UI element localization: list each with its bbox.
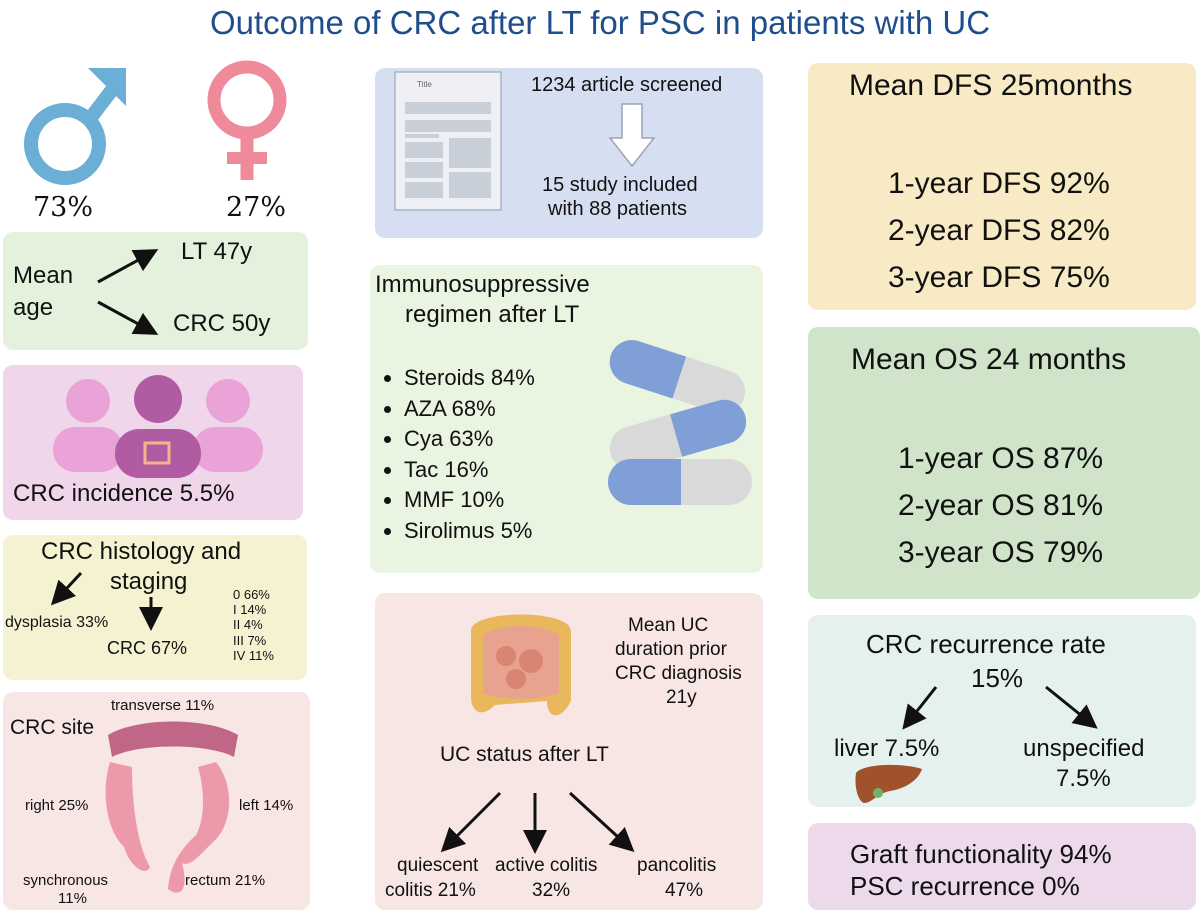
left-label: left 14% — [239, 797, 294, 814]
os-panel: Mean OS 24 months 1-year OS 87% 2-year O… — [808, 327, 1200, 599]
regimen-item: Steroids 84% — [404, 363, 535, 394]
active-label: active colitis — [495, 855, 598, 876]
page-title: Outcome of CRC after LT for PSC in patie… — [209, 4, 991, 41]
synchronous-label: synchronous — [23, 872, 109, 889]
os-title: Mean OS 24 months — [851, 343, 1127, 376]
uc-status-title: UC status after LT — [440, 743, 609, 766]
os-3-year: 3-year OS 79% — [898, 536, 1104, 569]
regimen-list: Steroids 84% AZA 68% Cya 63% Tac 16% MMF… — [378, 363, 535, 546]
dfs-title: Mean DFS 25months — [849, 69, 1133, 102]
female-percent: 27% — [226, 192, 287, 223]
transverse-label: transverse 11% — [111, 697, 215, 714]
histology-arrows-icon — [50, 571, 163, 631]
female-symbol-icon — [207, 60, 287, 180]
quiescent-pct: colitis 21% — [385, 880, 476, 901]
male-symbol-icon — [24, 68, 126, 185]
histology-panel: CRC histology and staging dysplasia 33% … — [3, 535, 307, 680]
male-percent: 73% — [33, 192, 94, 223]
immuno-title-2: regimen after LT — [405, 301, 580, 328]
intestine-icon — [471, 614, 571, 716]
included-count: 15 study included — [542, 174, 698, 196]
incidence-label: CRC incidence 5.5% — [13, 480, 235, 507]
crc-age: CRC 50y — [173, 310, 271, 337]
graft-panel: Graft functionality 94% PSC recurrence 0… — [808, 823, 1196, 910]
dfs-1-year: 1-year DFS 92% — [888, 167, 1110, 200]
histology-title: CRC histology and — [41, 538, 242, 565]
recurrence-title: CRC recurrence rate — [866, 629, 1106, 659]
document-title: Title — [417, 80, 432, 89]
crc-site-panel: CRC site transverse 11% right 25% left 1… — [3, 692, 310, 910]
document-icon — [394, 71, 502, 211]
regimen-item: AZA 68% — [404, 394, 535, 425]
regimen-item: Cya 63% — [404, 424, 535, 455]
graft-functionality: Graft functionality 94% — [850, 839, 1112, 869]
synchronous-pct: 11% — [58, 890, 87, 907]
screened-count: 1234 article screened — [531, 74, 723, 96]
stage-iv: IV 11% — [233, 648, 274, 663]
immuno-title: Immunosuppressive — [375, 271, 590, 298]
immuno-panel: Immunosuppressive regimen after LT Stero… — [370, 265, 763, 573]
right-label: right 25% — [25, 797, 89, 814]
colon-icon — [105, 721, 238, 893]
uc-panel: Mean UC duration prior CRC diagnosis 21y… — [375, 593, 763, 910]
lt-age: LT 47y — [181, 238, 253, 265]
mean-age-panel: Mean age LT 47y CRC 50y — [3, 232, 308, 350]
uc-duration-3: CRC diagnosis — [615, 663, 742, 684]
unspecified-pct: 7.5% — [1056, 765, 1111, 792]
liver-icon — [855, 764, 922, 803]
quiescent-label: quiescent — [397, 855, 479, 876]
liver-label: liver 7.5% — [834, 735, 940, 762]
stage-i: I 14% — [233, 602, 267, 617]
psc-recurrence: PSC recurrence 0% — [850, 871, 1080, 901]
incidence-panel: CRC incidence 5.5% — [3, 365, 303, 520]
patients-icon — [53, 375, 263, 478]
mean-age-label-2: age — [13, 294, 54, 321]
crc-histology-label: CRC 67% — [107, 638, 188, 658]
unspecified-label: unspecified — [1023, 735, 1145, 762]
recurrence-arrows-icon — [902, 685, 1098, 730]
stage-0: 0 66% — [233, 587, 270, 602]
arrow-up-icon — [97, 249, 159, 335]
included-patients: with 88 patients — [548, 198, 687, 220]
stage-iii: III 7% — [233, 633, 267, 648]
regimen-item: MMF 10% — [404, 485, 535, 516]
dysplasia-label: dysplasia 33% — [5, 614, 109, 631]
pancolitis-label: pancolitis — [637, 855, 717, 876]
dfs-panel: Mean DFS 25months 1-year DFS 92% 2-year … — [808, 63, 1196, 310]
dfs-2-year: 2-year DFS 82% — [888, 214, 1110, 247]
os-1-year: 1-year OS 87% — [898, 442, 1104, 475]
recurrence-panel: CRC recurrence rate 15% liver 7.5% unspe… — [808, 615, 1196, 807]
crc-site-title: CRC site — [10, 716, 95, 739]
down-arrow-icon — [608, 103, 656, 168]
dfs-3-year: 3-year DFS 75% — [888, 261, 1110, 294]
stage-ii: II 4% — [233, 617, 263, 632]
recurrence-rate: 15% — [971, 663, 1024, 693]
uc-duration-4: 21y — [666, 687, 697, 708]
histology-title-2: staging — [110, 568, 188, 595]
rectum-label: rectum 21% — [185, 872, 266, 889]
os-2-year: 2-year OS 81% — [898, 489, 1104, 522]
screening-panel: Title 1234 article screened 15 study inc… — [375, 68, 763, 238]
pills-icon — [608, 340, 752, 505]
uc-duration: Mean UC — [628, 615, 709, 636]
regimen-item: Sirolimus 5% — [404, 516, 535, 547]
mean-age-label: Mean — [13, 262, 74, 289]
uc-status-arrows-icon — [440, 791, 635, 854]
pancolitis-pct: 47% — [665, 880, 704, 901]
active-pct: 32% — [532, 880, 571, 901]
uc-duration-2: duration prior — [615, 639, 727, 660]
regimen-item: Tac 16% — [404, 455, 535, 486]
